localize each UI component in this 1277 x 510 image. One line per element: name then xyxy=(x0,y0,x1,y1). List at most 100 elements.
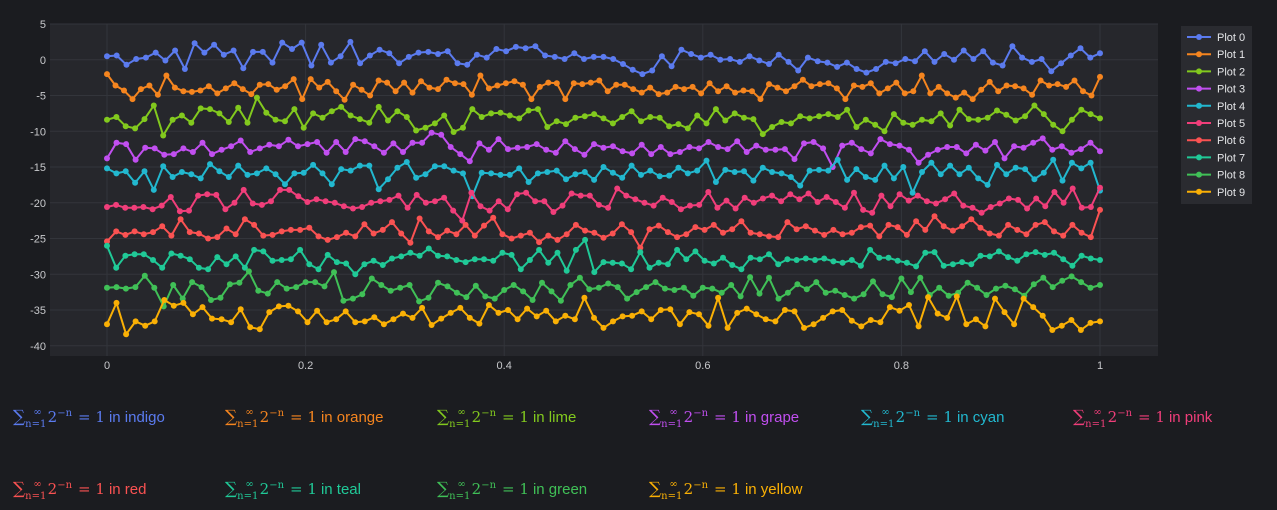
data-point xyxy=(331,269,337,276)
data-point xyxy=(857,262,864,269)
data-point xyxy=(435,51,441,57)
data-point xyxy=(104,71,110,78)
data-point xyxy=(822,289,829,296)
data-point xyxy=(676,321,683,328)
data-point xyxy=(180,299,187,306)
legend-item[interactable]: Plot 9 xyxy=(1187,187,1245,199)
data-point xyxy=(481,222,487,229)
data-point xyxy=(931,58,938,65)
data-point xyxy=(803,286,810,293)
legend-item[interactable]: Plot 8 xyxy=(1187,170,1245,182)
data-point xyxy=(398,230,405,237)
data-point xyxy=(952,94,959,101)
base: 2 xyxy=(259,480,270,498)
data-point xyxy=(466,314,473,321)
data-point xyxy=(591,269,598,276)
data-point xyxy=(390,140,397,147)
legend-item[interactable]: Plot 6 xyxy=(1187,135,1245,147)
data-point xyxy=(675,121,682,128)
data-point xyxy=(944,314,951,321)
data-point xyxy=(341,96,348,103)
data-point xyxy=(263,109,270,116)
data-point xyxy=(986,78,993,85)
data-point xyxy=(495,198,502,205)
exponent: −n xyxy=(1117,408,1133,419)
sum-upper-limit: ∞ xyxy=(245,479,254,490)
data-point xyxy=(340,297,347,304)
data-point xyxy=(756,290,763,297)
data-point xyxy=(810,321,817,328)
data-point xyxy=(112,82,119,89)
data-point xyxy=(810,139,817,145)
data-point xyxy=(743,149,750,155)
data-point xyxy=(559,202,566,209)
data-point xyxy=(266,141,273,148)
exponent: −n xyxy=(693,408,709,419)
sum-symbol: ∑ xyxy=(649,479,662,499)
data-point xyxy=(791,308,798,315)
data-point xyxy=(104,116,110,123)
data-point xyxy=(278,257,285,263)
data-point xyxy=(506,171,513,178)
data-point xyxy=(1003,111,1010,118)
data-point xyxy=(197,87,204,94)
data-point xyxy=(536,83,543,90)
sum-symbol: ∑ xyxy=(437,407,450,427)
data-point xyxy=(738,218,745,225)
data-point xyxy=(839,307,846,313)
rhs: = 1 xyxy=(290,408,317,426)
legend-item[interactable]: Plot 4 xyxy=(1187,101,1245,113)
data-point xyxy=(664,89,671,96)
y-tick-label: 0 xyxy=(40,55,46,67)
rhs: = 1 xyxy=(1138,408,1165,426)
data-point xyxy=(571,146,578,153)
data-point xyxy=(220,51,227,58)
legend-swatch-marker xyxy=(1196,85,1202,92)
data-point xyxy=(859,83,866,90)
data-point xyxy=(629,312,636,319)
legend-item[interactable]: Plot 7 xyxy=(1187,152,1245,164)
sum-lower-limit: n=1 xyxy=(25,491,47,502)
data-point xyxy=(963,321,970,328)
data-point xyxy=(314,139,321,145)
data-point xyxy=(724,324,731,331)
data-point xyxy=(787,174,794,180)
data-point xyxy=(781,146,788,153)
legend-item[interactable]: Plot 0 xyxy=(1187,32,1245,44)
data-point xyxy=(384,79,391,86)
data-point xyxy=(581,113,588,120)
data-point xyxy=(438,315,445,322)
data-point xyxy=(387,287,394,294)
legend-item[interactable]: Plot 5 xyxy=(1187,118,1245,130)
caption-text: in orange xyxy=(320,409,384,426)
data-point xyxy=(231,199,238,206)
legend-item[interactable]: Plot 1 xyxy=(1187,49,1245,61)
data-point xyxy=(801,140,807,147)
data-point xyxy=(821,231,828,238)
data-point xyxy=(1060,199,1067,206)
data-point xyxy=(324,78,331,85)
data-point xyxy=(1009,43,1016,50)
data-point xyxy=(572,221,579,228)
data-point xyxy=(882,58,889,65)
data-point xyxy=(544,124,551,130)
data-point xyxy=(142,144,149,151)
data-point xyxy=(514,191,520,198)
data-point xyxy=(834,63,841,70)
data-point xyxy=(949,227,956,234)
data-point xyxy=(844,176,851,183)
data-point xyxy=(1050,156,1057,163)
data-point xyxy=(778,119,785,125)
data-point xyxy=(409,139,416,146)
data-point xyxy=(195,230,202,237)
data-point xyxy=(907,289,914,296)
data-point xyxy=(186,229,193,236)
data-point xyxy=(797,182,804,189)
legend-item[interactable]: Plot 2 xyxy=(1187,66,1245,78)
data-point xyxy=(323,319,330,326)
data-point xyxy=(796,196,803,203)
data-point xyxy=(361,261,368,268)
data-point xyxy=(231,80,238,87)
legend-item[interactable]: Plot 3 xyxy=(1187,84,1245,96)
data-point xyxy=(526,257,533,263)
